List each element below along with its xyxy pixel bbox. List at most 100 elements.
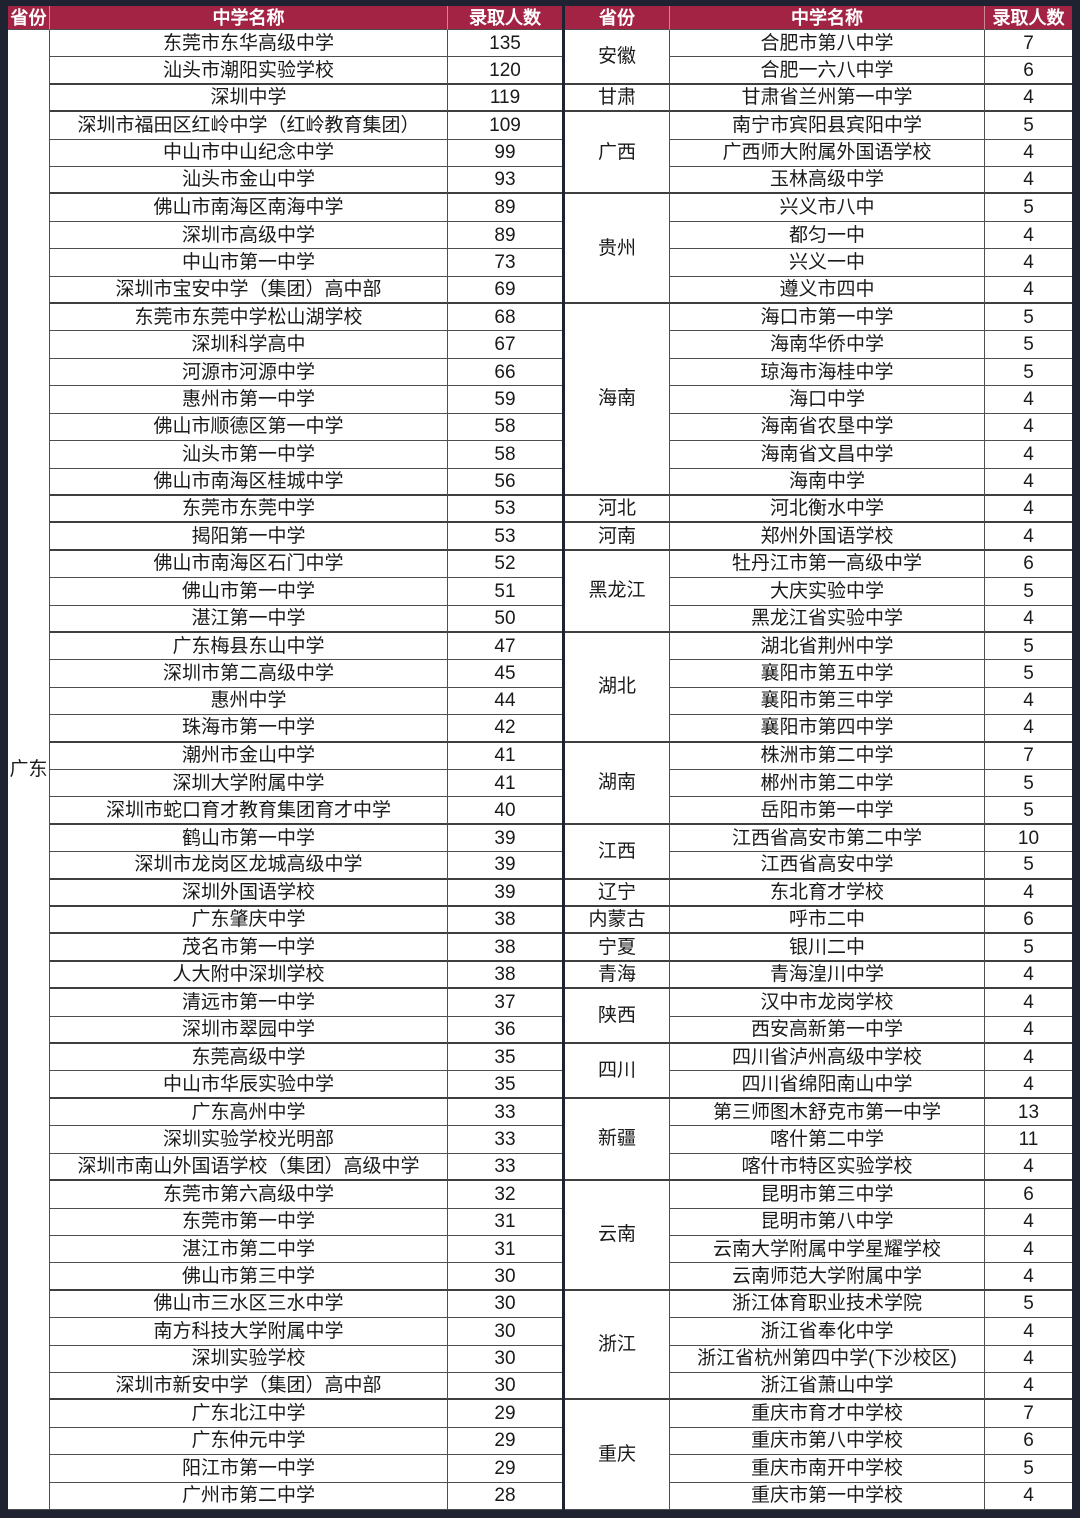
school-cell: 珠海市第一中学 [50,715,448,743]
school-cell: 广东肇庆中学 [50,907,448,935]
count-cell: 5 [985,934,1072,962]
count-cell: 99 [448,139,562,168]
count-cell: 7 [985,1400,1072,1428]
province-cell: 四川 [565,1044,670,1099]
count-cell: 4 [985,1016,1072,1045]
school-cell: 岳阳市第一中学 [670,797,985,825]
school-cell: 佛山市顺德区第一中学 [50,413,448,442]
school-cell: 重庆市第八中学校 [670,1427,985,1456]
school-cell: 东莞市东华高级中学 [50,30,448,58]
school-cell: 大庆实验中学 [670,578,985,606]
count-cell: 4 [985,1263,1072,1291]
school-cell: 呼市二中 [670,907,985,935]
school-cell: 东莞市第六高级中学 [50,1181,448,1209]
count-cell: 31 [448,1208,562,1236]
count-cell: 5 [985,358,1072,387]
school-cell: 都匀一中 [670,221,985,250]
count-cell: 50 [448,605,562,633]
province-cell: 重庆 [565,1400,670,1510]
school-cell: 东莞市东莞中学 [50,495,448,524]
count-cell: 5 [985,331,1072,359]
school-cell: 喀什市特区实验学校 [670,1153,985,1182]
school-cell: 东莞市第一中学 [50,1208,448,1236]
header-cell-count: 录取人数 [985,6,1072,30]
count-cell: 38 [448,934,562,962]
province-cell: 辽宁 [565,879,670,908]
school-cell: 郑州外国语学校 [670,523,985,551]
school-cell: 中山市第一中学 [50,249,448,277]
province-cell: 湖北 [565,632,670,743]
school-cell: 海南省文昌中学 [670,441,985,469]
school-cell: 深圳外国语学校 [50,879,448,908]
school-cell: 襄阳市第三中学 [670,687,985,716]
count-cell: 56 [448,468,562,496]
school-cell: 海口中学 [670,386,985,414]
count-cell: 30 [448,1263,562,1291]
count-cell: 4 [985,605,1072,633]
count-cell: 6 [985,550,1072,579]
count-cell: 5 [985,304,1072,332]
count-cell: 4 [985,386,1072,414]
count-cell: 36 [448,1016,562,1045]
count-cell: 30 [448,1345,562,1373]
school-cell: 南宁市宾阳县宾阳中学 [670,112,985,140]
count-cell: 51 [448,578,562,606]
count-cell: 119 [448,84,562,113]
school-cell: 阳江市第一中学 [50,1455,448,1483]
school-cell: 深圳市高级中学 [50,221,448,250]
count-cell: 39 [448,852,562,880]
province-cell: 陕西 [565,989,670,1045]
school-cell: 广州市第二中学 [50,1482,448,1510]
school-cell: 深圳市蛇口育才教育集团育才中学 [50,797,448,825]
school-cell: 江西省高安市第二中学 [670,824,985,853]
count-cell: 41 [448,770,562,798]
school-cell: 河北衡水中学 [670,495,985,524]
school-cell: 黑龙江省实验中学 [670,605,985,633]
school-cell: 琼海市海桂中学 [670,358,985,387]
school-cell: 云南师范大学附属中学 [670,1263,985,1291]
count-cell: 4 [985,167,1072,195]
school-cell: 遵义市四中 [670,276,985,305]
school-cell: 海南中学 [670,468,985,496]
count-cell: 47 [448,632,562,661]
school-cell: 佛山市南海区石门中学 [50,550,448,579]
count-cell: 10 [985,824,1072,853]
school-cell: 浙江体育职业技术学院 [670,1290,985,1319]
count-cell: 4 [985,1071,1072,1099]
school-cell: 汕头市潮阳实验学校 [50,57,448,85]
count-cell: 5 [985,770,1072,798]
school-cell: 广东仲元中学 [50,1427,448,1456]
school-cell: 湛江市第二中学 [50,1235,448,1264]
count-cell: 4 [985,1235,1072,1264]
count-cell: 5 [985,112,1072,140]
count-cell: 30 [448,1372,562,1401]
school-cell: 第三师图木舒克市第一中学 [670,1098,985,1127]
count-cell: 5 [985,797,1072,825]
count-cell: 38 [448,961,562,990]
school-cell: 广东高州中学 [50,1098,448,1127]
school-cell: 广东北江中学 [50,1400,448,1428]
count-cell: 6 [985,1181,1072,1209]
count-cell: 59 [448,386,562,414]
school-cell: 海南省农垦中学 [670,413,985,442]
count-cell: 109 [448,112,562,140]
count-cell: 4 [985,879,1072,908]
province-cell: 贵州 [565,194,670,305]
school-cell: 东莞高级中学 [50,1044,448,1072]
count-cell: 6 [985,1427,1072,1456]
count-cell: 68 [448,304,562,332]
header-cell-province: 省份 [565,6,670,30]
count-cell: 42 [448,715,562,743]
school-cell: 牡丹江市第一高级中学 [670,550,985,579]
count-cell: 5 [985,194,1072,222]
province-cell: 湖南 [565,742,670,825]
province-cell: 甘肃 [565,84,670,113]
count-cell: 4 [985,1318,1072,1346]
school-cell: 揭阳第一中学 [50,523,448,551]
count-cell: 7 [985,30,1072,58]
school-cell: 中山市中山纪念中学 [50,139,448,168]
school-cell: 中山市华辰实验中学 [50,1071,448,1099]
count-cell: 5 [985,632,1072,661]
count-cell: 4 [985,221,1072,250]
school-cell: 汕头市第一中学 [50,441,448,469]
